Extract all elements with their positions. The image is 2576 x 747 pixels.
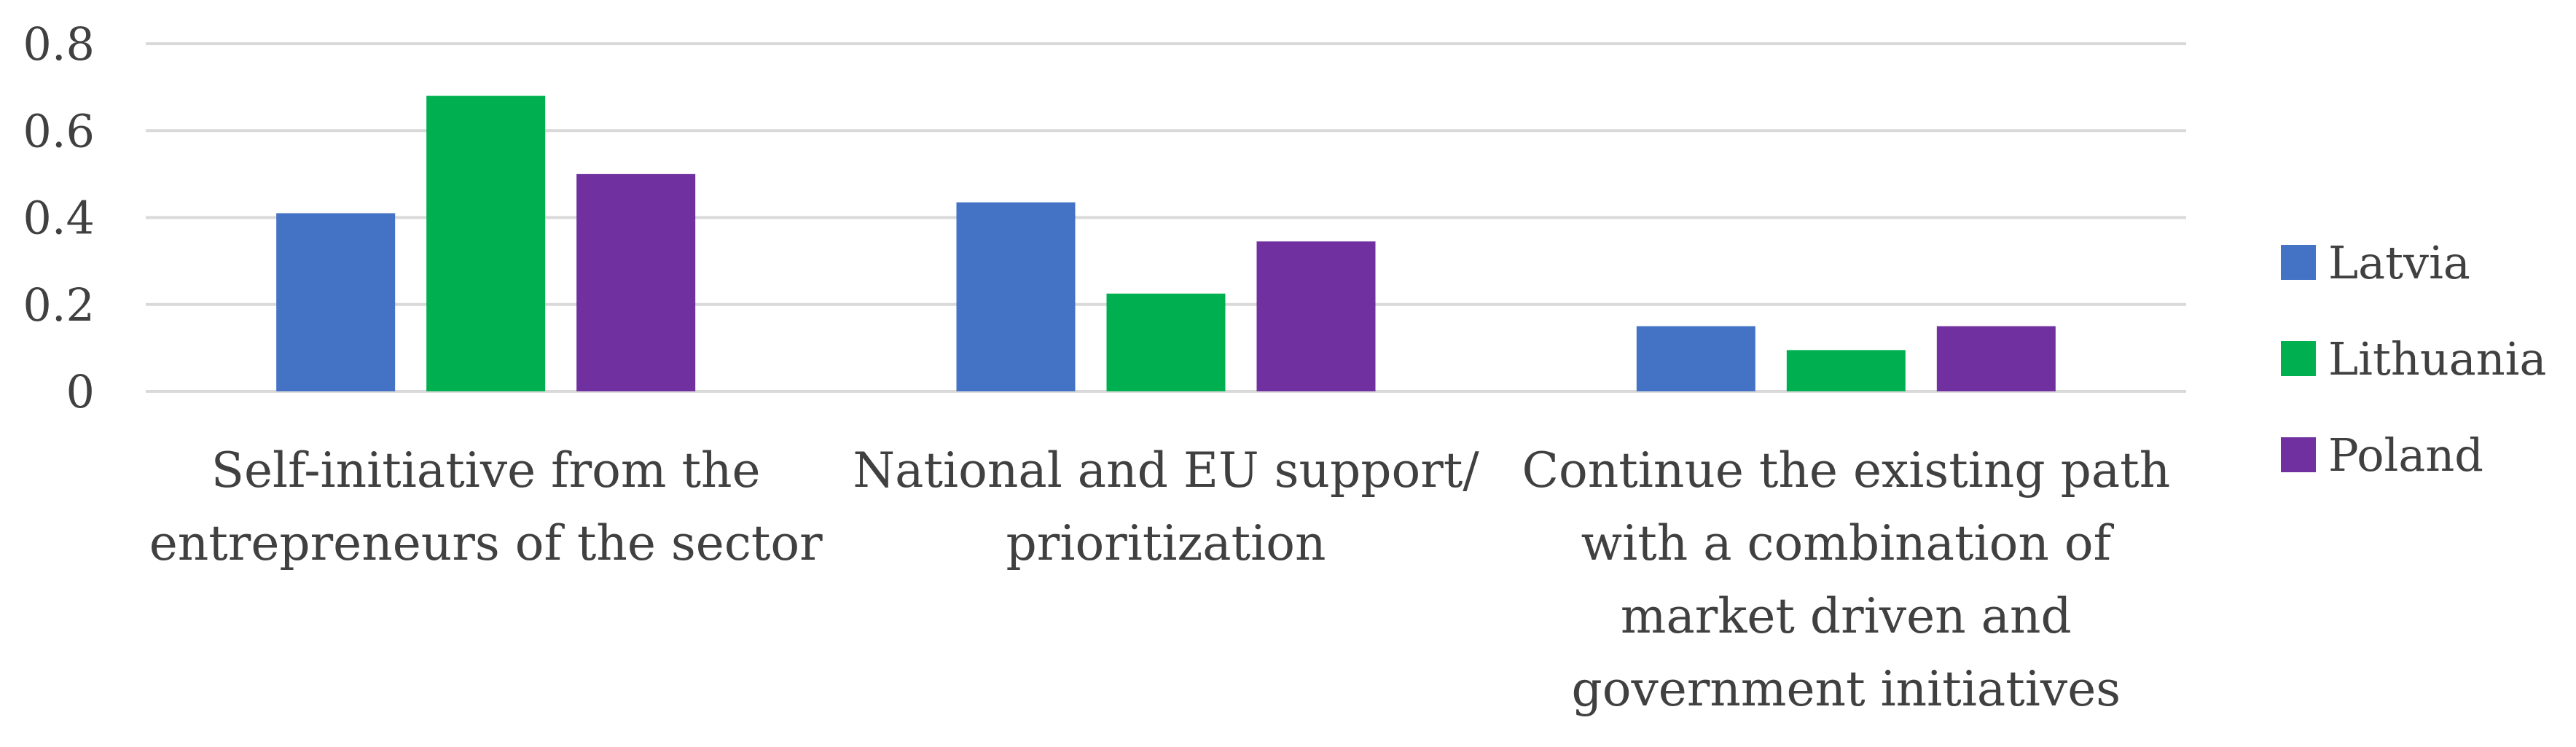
x-category-label-line: with a combination of: [1581, 515, 2115, 571]
y-axis-ticks: 0 0.2 0.4 0.6 0.8: [23, 17, 95, 418]
legend-swatch-latvia: [2281, 245, 2316, 280]
x-category-label-line: National and EU support/: [853, 442, 1479, 498]
y-tick-label: 0.6: [23, 104, 95, 157]
bars: [276, 95, 2056, 392]
legend: Latvia Lithuania Poland: [2281, 236, 2546, 482]
y-tick-label: 0: [66, 365, 95, 418]
x-category-label-line: Continue the existing path: [1522, 442, 2170, 498]
x-category-label-line: government initiatives: [1572, 661, 2121, 717]
bar-latvia-1: [276, 213, 396, 391]
x-category-label: National and EU support/prioritization: [853, 442, 1479, 571]
x-axis-categories: Self-initiative from the entrepreneurs of…: [149, 442, 2171, 717]
y-tick-label: 0.8: [23, 17, 95, 71]
bar-latvia-2: [956, 202, 1076, 391]
x-category-label-line: Self-initiative from the: [211, 442, 761, 498]
bar-poland-1: [576, 173, 696, 391]
legend-swatch-lithuania: [2281, 341, 2316, 376]
bar-poland-2: [1256, 241, 1376, 391]
bar-lithuania-2: [1106, 293, 1226, 391]
y-tick-label: 0.4: [23, 192, 95, 245]
x-category-label: Self-initiative from the entrepreneurs of…: [149, 442, 823, 571]
x-category-label-line: prioritization: [1006, 515, 1326, 571]
legend-label-poland: Poland: [2328, 429, 2483, 482]
legend-swatch-poland: [2281, 437, 2316, 472]
y-tick-label: 0.2: [23, 278, 95, 332]
x-category-label-line: entrepreneurs of the sector: [149, 515, 823, 571]
bar-poland-3: [1936, 326, 2056, 391]
x-category-label: Continue the existing path with a combina…: [1522, 442, 2170, 717]
legend-label-latvia: Latvia: [2328, 236, 2470, 289]
x-category-label-line: market driven and: [1621, 588, 2072, 644]
legend-label-lithuania: Lithuania: [2328, 332, 2546, 386]
bar-latvia-3: [1636, 326, 1755, 391]
bar-lithuania-1: [426, 95, 546, 392]
bar-lithuania-3: [1786, 350, 1906, 391]
